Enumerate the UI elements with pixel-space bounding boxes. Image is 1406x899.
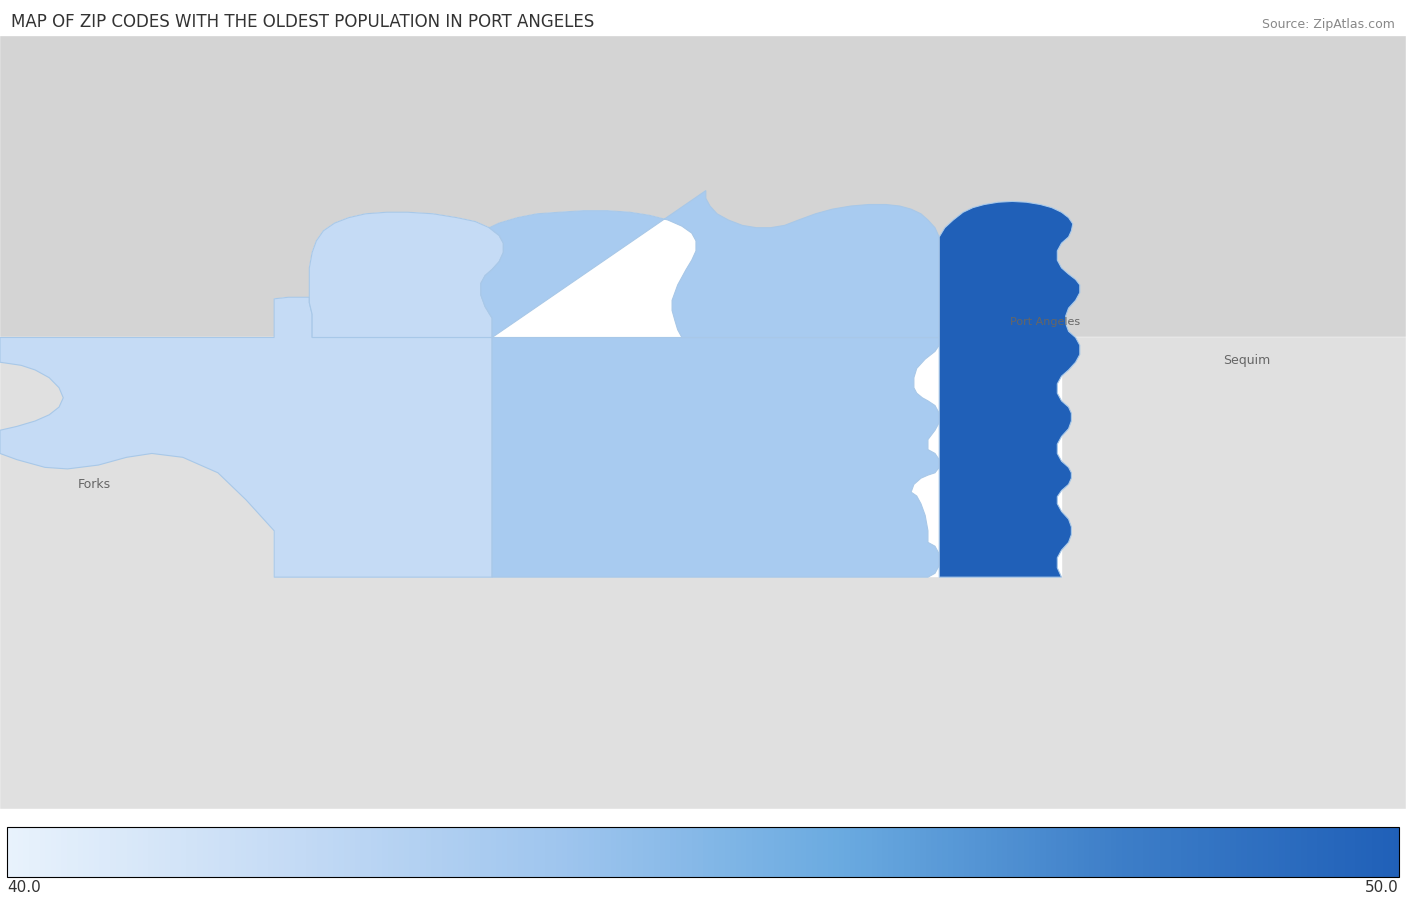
Text: 40.0: 40.0: [7, 879, 41, 895]
Text: Port Angeles: Port Angeles: [1010, 317, 1080, 327]
Text: 50.0: 50.0: [1365, 879, 1399, 895]
Text: Forks: Forks: [77, 478, 111, 491]
Polygon shape: [939, 201, 1080, 577]
Polygon shape: [481, 191, 939, 337]
Polygon shape: [0, 337, 1406, 809]
Text: MAP OF ZIP CODES WITH THE OLDEST POPULATION IN PORT ANGELES: MAP OF ZIP CODES WITH THE OLDEST POPULAT…: [11, 13, 595, 31]
Polygon shape: [0, 298, 492, 577]
Polygon shape: [492, 337, 939, 577]
Polygon shape: [0, 36, 1406, 337]
Text: Source: ZipAtlas.com: Source: ZipAtlas.com: [1261, 19, 1395, 31]
Polygon shape: [309, 212, 503, 337]
Text: Sequim: Sequim: [1223, 354, 1271, 367]
